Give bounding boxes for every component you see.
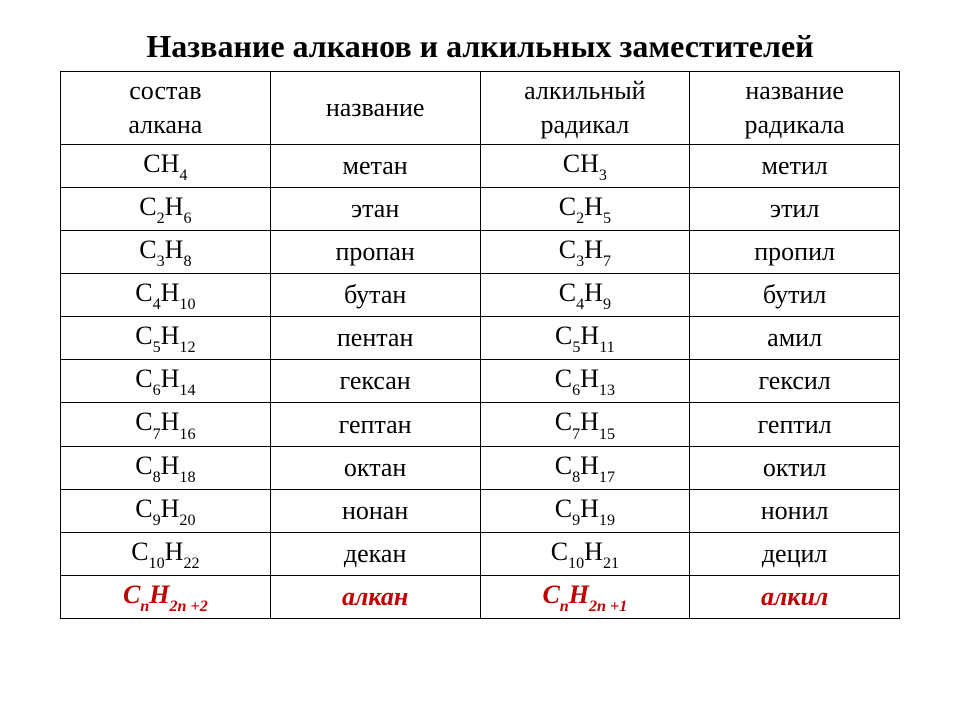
alkane-name: декан bbox=[270, 532, 480, 575]
general-formula-row: CnH2n +2алканCnH2n +1алкил bbox=[61, 576, 900, 619]
general-radical-formula: CnH2n +1 bbox=[480, 576, 690, 619]
alkane-formula: C4H10 bbox=[61, 274, 271, 317]
radical-name: гептил bbox=[690, 403, 900, 446]
alkane-name: гексан bbox=[270, 360, 480, 403]
radical-formula: C8H17 bbox=[480, 446, 690, 489]
table-row: C2H6этанC2H5этил bbox=[61, 187, 900, 230]
alkane-name: бутан bbox=[270, 274, 480, 317]
general-radical-name: алкил bbox=[690, 576, 900, 619]
alkane-name: пентан bbox=[270, 317, 480, 360]
alkane-formula: C2H6 bbox=[61, 187, 271, 230]
radical-formula: C3H7 bbox=[480, 230, 690, 273]
radical-name: нонил bbox=[690, 489, 900, 532]
table-row: C6H14гексанC6H13гексил bbox=[61, 360, 900, 403]
radical-formula: C2H5 bbox=[480, 187, 690, 230]
page: Название алканов и алкильных заместителе… bbox=[0, 0, 960, 619]
radical-name: децил bbox=[690, 532, 900, 575]
table-row: C5H12пентанC5H11амил bbox=[61, 317, 900, 360]
radical-name: метил bbox=[690, 144, 900, 187]
alkane-name: этан bbox=[270, 187, 480, 230]
radical-formula: C10H21 bbox=[480, 532, 690, 575]
alkane-name: пропан bbox=[270, 230, 480, 273]
radical-name: бутил bbox=[690, 274, 900, 317]
table-row: C4H10бутанC4H9бутил bbox=[61, 274, 900, 317]
radical-name: пропил bbox=[690, 230, 900, 273]
table-row: C8H18октанC8H17октил bbox=[61, 446, 900, 489]
alkane-name: октан bbox=[270, 446, 480, 489]
radical-formula: C9H19 bbox=[480, 489, 690, 532]
radical-formula: C7H15 bbox=[480, 403, 690, 446]
alkane-formula: C3H8 bbox=[61, 230, 271, 273]
table-header-row: составалкананазваниеалкильныйрадикалназв… bbox=[61, 72, 900, 145]
table-row: CH4метанCH3метил bbox=[61, 144, 900, 187]
alkanes-table-body: составалкананазваниеалкильныйрадикалназв… bbox=[61, 72, 900, 619]
alkane-formula: C5H12 bbox=[61, 317, 271, 360]
alkane-name: гептан bbox=[270, 403, 480, 446]
general-alkane-name: алкан bbox=[270, 576, 480, 619]
alkane-name: метан bbox=[270, 144, 480, 187]
radical-name: октил bbox=[690, 446, 900, 489]
page-title: Название алканов и алкильных заместителе… bbox=[60, 28, 900, 65]
table-row: C10H22деканC10H21децил bbox=[61, 532, 900, 575]
table-row: C3H8пропанC3H7пропил bbox=[61, 230, 900, 273]
alkane-formula: C9H20 bbox=[61, 489, 271, 532]
alkane-formula: C10H22 bbox=[61, 532, 271, 575]
alkanes-table: составалкананазваниеалкильныйрадикалназв… bbox=[60, 71, 900, 619]
alkane-formula: CH4 bbox=[61, 144, 271, 187]
general-alkane-formula: CnH2n +2 bbox=[61, 576, 271, 619]
table-header-cell: название bbox=[270, 72, 480, 145]
radical-name: амил bbox=[690, 317, 900, 360]
alkane-formula: C7H16 bbox=[61, 403, 271, 446]
radical-formula: C5H11 bbox=[480, 317, 690, 360]
radical-name: этил bbox=[690, 187, 900, 230]
radical-formula: C6H13 bbox=[480, 360, 690, 403]
radical-formula: CH3 bbox=[480, 144, 690, 187]
radical-formula: C4H9 bbox=[480, 274, 690, 317]
alkane-formula: C8H18 bbox=[61, 446, 271, 489]
table-header-cell: составалкана bbox=[61, 72, 271, 145]
radical-name: гексил bbox=[690, 360, 900, 403]
table-header-cell: алкильныйрадикал bbox=[480, 72, 690, 145]
table-header-cell: названиерадикала bbox=[690, 72, 900, 145]
alkane-formula: C6H14 bbox=[61, 360, 271, 403]
table-row: C7H16гептанC7H15гептил bbox=[61, 403, 900, 446]
table-row: C9H20нонанC9H19нонил bbox=[61, 489, 900, 532]
alkane-name: нонан bbox=[270, 489, 480, 532]
